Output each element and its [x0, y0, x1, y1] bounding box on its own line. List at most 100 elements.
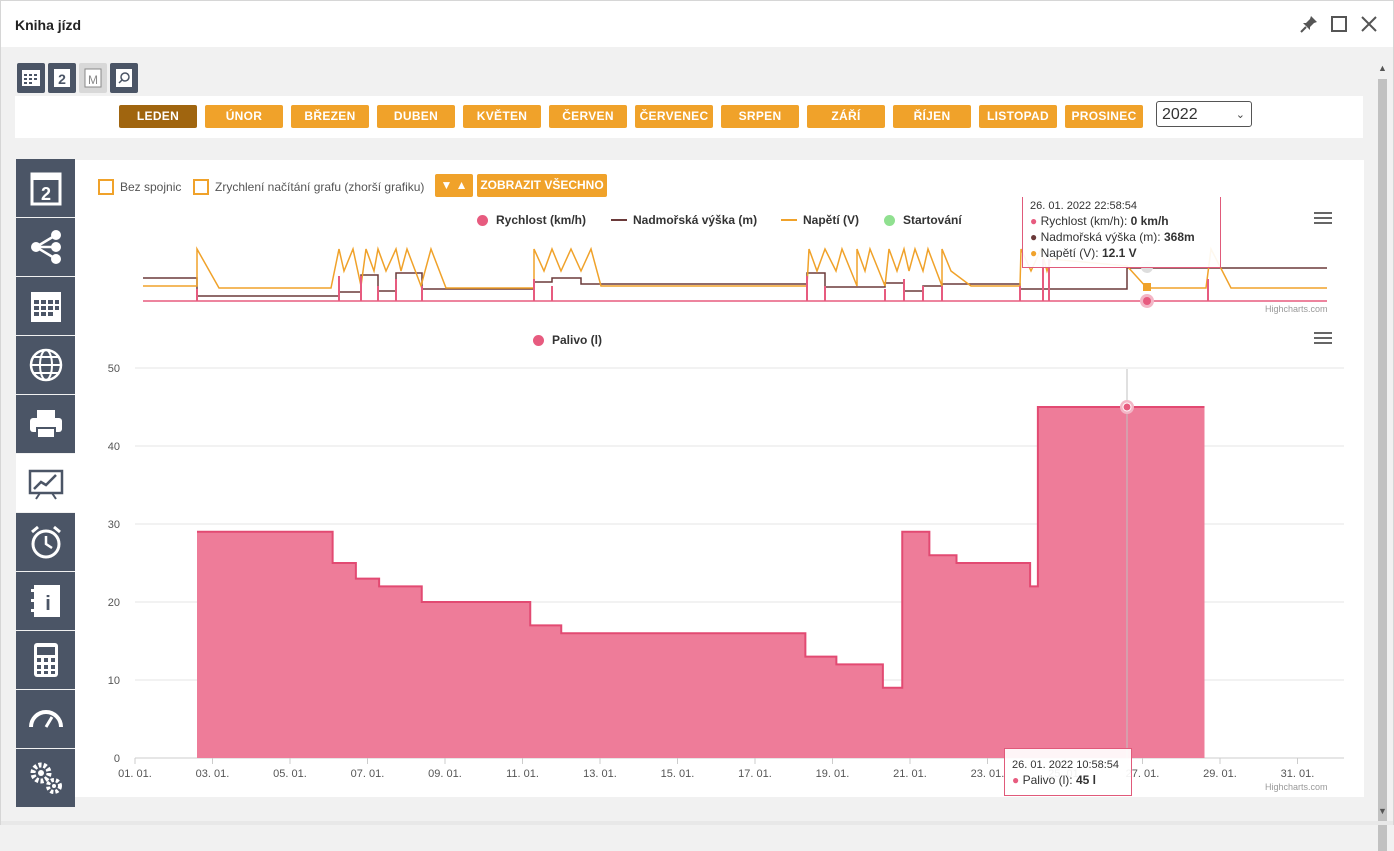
sidebar-item-day[interactable]: 2 [16, 159, 75, 217]
checkbox-box[interactable] [98, 179, 114, 195]
tooltip-voltage-row: ● Napětí (V): 12.1 V [1030, 246, 1137, 260]
no-lines-checkbox[interactable]: Bez spojnic [98, 178, 181, 196]
calendar-grid-icon[interactable] [17, 63, 45, 93]
month-button-srpen[interactable]: SRPEN [721, 105, 799, 128]
fuel-tooltip-label: Palivo (l): [1022, 773, 1073, 787]
legend-speed[interactable]: Rychlost (km/h) [477, 213, 586, 227]
fuel-line [197, 406, 1205, 689]
legend-voltage[interactable]: Napětí (V) [781, 213, 859, 227]
top-chart-svg: 01. 01. 03. 01. 05. 01. 07. 01. 09. 01. 11. 0… [108, 246, 1344, 780]
tooltip-speed-value: 0 km/h [1130, 214, 1169, 228]
fuel-tooltip-time: 26. 01. 2022 10:58:54 [1012, 759, 1120, 771]
tooltip-voltage-value: 12.1 V [1101, 246, 1137, 260]
legend-voltage-label: Napětí (V) [803, 213, 860, 227]
month-button-cervenec[interactable]: ČERVENEC [635, 105, 713, 128]
y-tick-label: 0 [114, 753, 120, 765]
month-button-leden[interactable]: LEDEN [119, 105, 197, 128]
legend-altitude-marker [611, 219, 627, 221]
legend-start[interactable]: Startování [884, 213, 962, 227]
tooltip-altitude-value: 368m [1163, 230, 1195, 244]
x-tick-label: 19. 01. [816, 768, 850, 780]
speedometer-icon [28, 710, 63, 728]
x-tick-label: 15. 01. [661, 768, 695, 780]
x-tick-label: 03. 01. [196, 768, 230, 780]
legend-fuel-label: Palivo (l) [552, 333, 603, 347]
month-selector: LEDEN ÚNOR BŘEZEN DUBEN KVĚTEN ČERVEN ČE… [15, 96, 1363, 138]
legend-speed-marker [477, 214, 488, 226]
sidebar-item-alarm[interactable] [16, 513, 75, 571]
toggle-charts-button[interactable]: ▼ ▲ [435, 174, 473, 197]
scroll-thumb[interactable] [1378, 79, 1387, 851]
year-select-value: 2022 [1162, 106, 1198, 123]
bottom-bar [1, 821, 1393, 825]
sidebar-item-settings[interactable] [16, 749, 75, 807]
calendar-search-icon[interactable] [110, 63, 138, 93]
sidebar-item-map[interactable] [16, 336, 75, 394]
chart-presentation-icon [28, 469, 63, 500]
fuel-chart-menu-icon[interactable] [1314, 332, 1332, 346]
y-tick-label: 50 [108, 363, 120, 375]
title-bar: Kniha jízd [1, 1, 1393, 47]
printer-icon [29, 410, 62, 439]
sidebar-item-chart[interactable] [16, 454, 75, 512]
y-tick-label: 30 [108, 519, 120, 531]
show-all-button[interactable]: ZOBRAZIT VŠECHNO [477, 174, 607, 197]
tooltip-speed-row: ● Rychlost (km/h): 0 km/h [1030, 214, 1169, 228]
svg-text:i: i [45, 593, 51, 615]
tooltip-time: 26. 01. 2022 22:58:54 [1030, 200, 1138, 212]
svg-text:2: 2 [58, 71, 66, 87]
month-button-kveten[interactable]: KVĚTEN [463, 105, 541, 128]
vertical-scrollbar[interactable]: ▲ ▼ [1376, 61, 1389, 851]
sidebar-item-calculator[interactable] [16, 631, 75, 689]
fuel-hover-dot [1122, 402, 1132, 412]
x-tick-label: 13. 01. [583, 768, 617, 780]
y-tick-label: 40 [108, 441, 120, 453]
legend-altitude-label: Nadmořská výška (m) [633, 213, 758, 227]
checkbox-box[interactable] [193, 179, 209, 195]
calendar-month-letter-icon[interactable]: M [79, 63, 107, 93]
calendar-day-icon: 2 [30, 172, 61, 206]
sidebar: 2 i [16, 159, 75, 807]
month-button-duben[interactable]: DUBEN [377, 105, 455, 128]
maximize-icon[interactable] [1328, 13, 1350, 35]
month-button-unor[interactable]: ÚNOR [205, 105, 283, 128]
legend-voltage-marker [781, 219, 797, 221]
legend-altitude[interactable]: Nadmořská výška (m) [611, 213, 757, 227]
sidebar-item-info[interactable]: i [16, 572, 75, 630]
month-button-cerven[interactable]: ČERVEN [549, 105, 627, 128]
sidebar-item-speed[interactable] [16, 690, 75, 748]
top-chart-tooltip: 26. 01. 2022 22:58:54 ● Rychlost (km/h):… [1022, 197, 1221, 268]
close-icon[interactable] [1358, 13, 1380, 35]
tooltip-altitude-row: ● Nadmořská výška (m): 368m [1030, 230, 1195, 244]
scroll-up-icon[interactable]: ▲ [1378, 63, 1387, 73]
speed-spikes [196, 259, 1209, 301]
year-select[interactable]: 2022 ⌄ [1156, 101, 1252, 127]
chart-menu-icon[interactable] [1314, 212, 1332, 226]
sidebar-item-share[interactable] [16, 218, 75, 276]
fuel-chart-credit[interactable]: Highcharts.com [1265, 782, 1328, 792]
month-button-zari[interactable]: ZÁŘÍ [807, 105, 885, 128]
calendar-day-icon[interactable]: 2 [48, 63, 76, 93]
fuel-tooltip-row: ● Palivo (l): 45 l [1012, 773, 1096, 787]
pin-icon[interactable] [1298, 13, 1320, 35]
scroll-down-icon[interactable]: ▼ [1378, 806, 1387, 816]
legend-start-label: Startování [903, 213, 962, 227]
sidebar-item-month[interactable] [16, 277, 75, 335]
voltage-line [143, 246, 1327, 289]
month-button-brezen[interactable]: BŘEZEN [291, 105, 369, 128]
month-button-listopad[interactable]: LISTOPAD [979, 105, 1057, 128]
sidebar-item-print[interactable] [16, 395, 75, 453]
y-tick-label: 10 [108, 675, 120, 687]
x-tick-label: 01. 01. [118, 768, 152, 780]
fast-load-checkbox[interactable]: Zrychlení načítání grafu (zhorší grafiku… [193, 178, 424, 196]
fuel-area [197, 407, 1205, 758]
tooltip-speed-label: Rychlost (km/h): [1040, 214, 1128, 228]
legend-fuel[interactable]: Palivo (l) [533, 333, 602, 347]
month-button-prosinec[interactable]: PROSINEC [1065, 105, 1143, 128]
x-tick-label: 11. 01. [506, 768, 539, 780]
month-button-rijen[interactable]: ŘÍJEN [893, 105, 971, 128]
top-chart-credit[interactable]: Highcharts.com [1265, 304, 1328, 314]
x-tick-label: 07. 01. [351, 768, 385, 780]
x-tick-label: 31. 01. [1281, 768, 1315, 780]
y-axis: 0 10 20 30 40 50 [108, 363, 120, 765]
